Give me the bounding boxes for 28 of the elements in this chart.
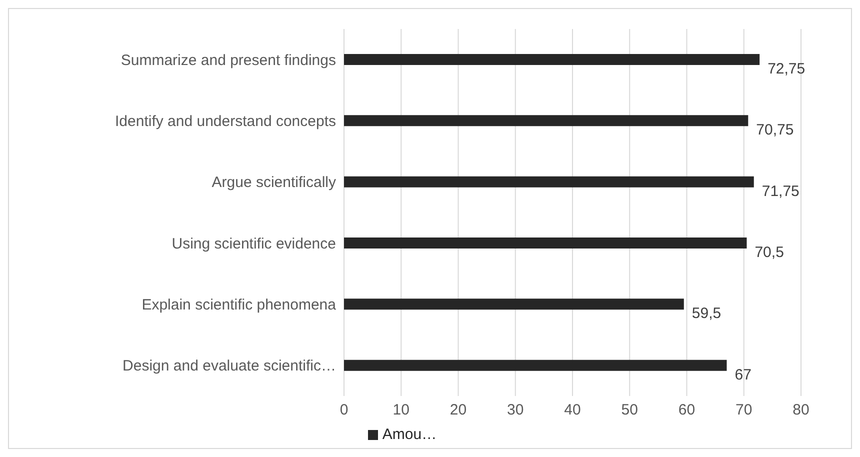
bar: [344, 176, 754, 188]
x-tick-label: 20: [450, 402, 467, 419]
x-tick-label: 0: [340, 402, 348, 419]
x-tick-label: 60: [678, 402, 696, 419]
y-tick-label: Summarize and present findings: [120, 52, 336, 69]
y-tick-label: Identify and understand concepts: [115, 113, 336, 130]
bar: [344, 298, 684, 310]
x-tick-label: 70: [736, 402, 752, 419]
x-tick-label: 40: [564, 402, 581, 419]
bar: [344, 54, 760, 65]
y-tick-label: Explain scientific phenomena: [142, 296, 337, 314]
data-label: 72,75: [768, 60, 806, 78]
data-label: 71,75: [762, 182, 800, 200]
y-tick-label: Argue scientifically: [212, 174, 336, 192]
legend-label: Amou…: [382, 426, 437, 443]
data-label: 67: [734, 366, 752, 384]
y-tick-label: Design and evaluate scientific…: [122, 358, 336, 375]
x-tick-label: 80: [792, 402, 810, 419]
y-tick-label: Using scientific evidence: [172, 235, 336, 252]
x-tick-label: 50: [621, 402, 638, 419]
x-tick-label: 30: [507, 402, 524, 419]
data-label: 70,75: [756, 122, 794, 139]
bar: [344, 360, 727, 371]
data-label: 59,5: [692, 305, 722, 322]
bar: [344, 115, 748, 126]
bar: [344, 238, 747, 248]
x-tick-label: 10: [392, 402, 410, 419]
data-label: 70,5: [754, 244, 784, 261]
